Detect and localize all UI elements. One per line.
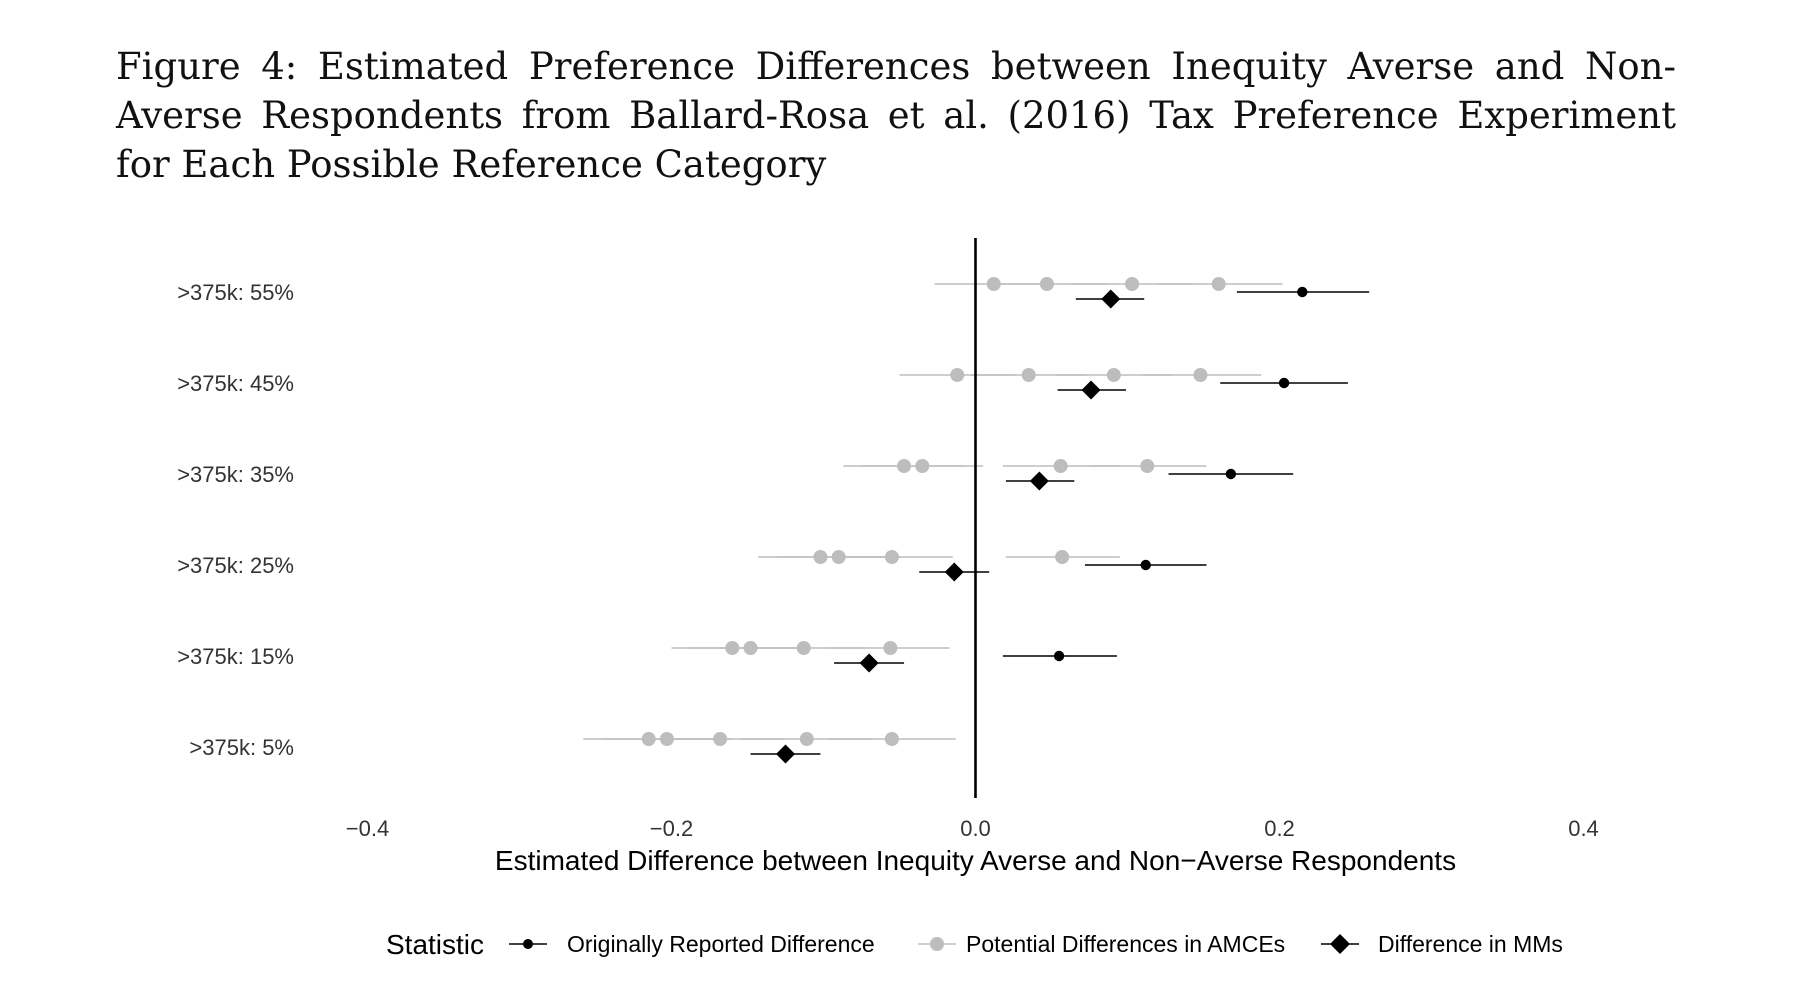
amce-point — [831, 550, 846, 564]
mm-point — [1101, 289, 1121, 309]
mm-point — [1081, 380, 1101, 400]
original-point — [1278, 377, 1290, 389]
x-tick-label: −0.4 — [346, 816, 389, 841]
amce-point — [883, 641, 898, 655]
y-tick-label: >375k: 25% — [177, 553, 294, 578]
amce-point — [986, 277, 1001, 291]
amce-point — [1053, 459, 1068, 473]
y-tick-label: >375k: 15% — [177, 644, 294, 669]
mm-point — [1029, 471, 1049, 491]
legend-label: Originally Reported Difference — [567, 931, 875, 957]
amce-point — [884, 732, 899, 746]
legend-key-amce-point — [930, 937, 944, 951]
y-tick-label: >375k: 45% — [177, 371, 294, 396]
amce-point — [950, 368, 965, 382]
x-axis-label: Estimated Difference between Inequity Av… — [495, 845, 1456, 876]
legend-title: Statistic — [386, 929, 484, 960]
y-tick-label: >375k: 5% — [189, 735, 294, 760]
original-point — [1297, 286, 1308, 298]
amce-point — [915, 459, 930, 473]
mm-point — [944, 562, 964, 582]
original-point — [1140, 559, 1151, 571]
original-point — [1053, 650, 1065, 662]
mm-point — [859, 653, 879, 673]
amce-point — [743, 641, 758, 655]
legend-label: Difference in MMs — [1378, 931, 1563, 957]
amce-point — [725, 641, 740, 655]
amce-point — [884, 550, 899, 564]
amce-point — [1039, 277, 1054, 291]
legend-key-mm-point — [1330, 934, 1350, 954]
y-tick-label: >375k: 55% — [177, 280, 294, 305]
legend-item: Potential Differences in AMCEs — [918, 931, 1285, 957]
amce-point — [1055, 550, 1070, 564]
chart-marks — [583, 277, 1370, 764]
amce-point — [641, 732, 656, 746]
amce-point — [1106, 368, 1121, 382]
legend-label: Potential Differences in AMCEs — [966, 931, 1285, 957]
amce-point — [796, 641, 811, 655]
x-tick-label: 0.4 — [1568, 816, 1599, 841]
chart-axes: >375k: 55% >375k: 45% >375k: 35% >375k: 25%… — [177, 238, 1599, 876]
figure-caption: Figure 4: Estimated Preference Differenc… — [116, 45, 1676, 186]
amce-point — [659, 732, 674, 746]
x-tick-label: −0.2 — [650, 816, 693, 841]
amce-point — [1211, 277, 1226, 291]
amce-point — [1021, 368, 1036, 382]
amce-point — [1140, 459, 1155, 473]
amce-point — [897, 459, 912, 473]
amce-point — [1193, 368, 1208, 382]
legend-item: Originally Reported Difference — [509, 931, 875, 957]
chart-legend: Statistic Originally Reported Difference P… — [386, 929, 1563, 960]
amce-point — [1125, 277, 1140, 291]
legend-item: Difference in MMs — [1321, 931, 1563, 957]
amce-point — [713, 732, 728, 746]
mm-point — [776, 744, 795, 764]
amce-point — [799, 732, 814, 746]
legend-key-original-point — [523, 939, 533, 949]
x-tick-label: 0.2 — [1264, 816, 1295, 841]
y-tick-label: >375k: 35% — [177, 462, 294, 487]
x-tick-label: 0.0 — [960, 816, 991, 841]
original-point — [1225, 468, 1237, 480]
amce-point — [813, 550, 828, 564]
